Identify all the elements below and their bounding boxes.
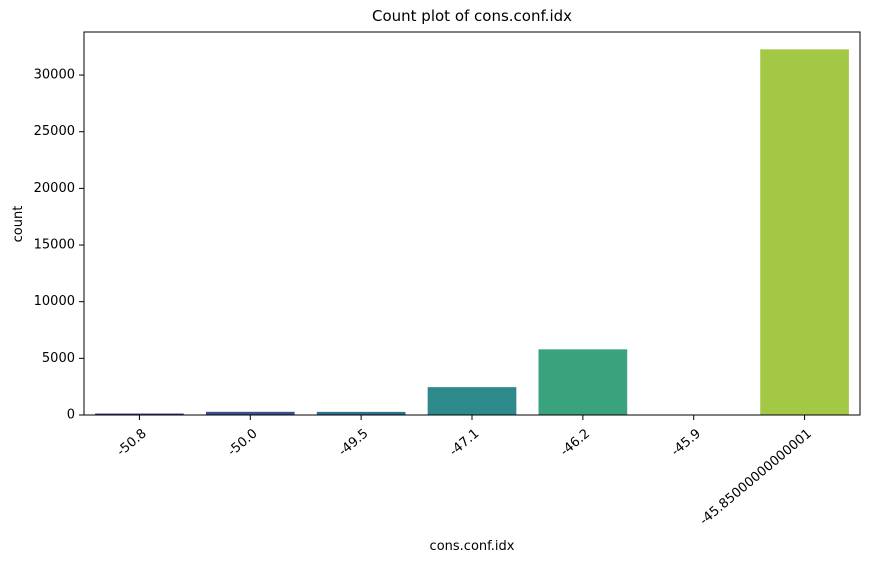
x-tick-label: -46.2 [558,426,593,459]
y-axis: 0 5000 10000 15000 20000 25000 30000 [34,68,84,423]
y-tick-label: 30000 [34,68,75,83]
bar-3 [427,387,517,415]
chart-title: Count plot of cons.conf.idx [372,7,572,25]
bar-4 [538,349,628,415]
x-tick-label: -49.5 [336,426,371,459]
x-tick-label: -45.85000000000001 [697,426,815,528]
y-tick-label: 10000 [34,294,75,309]
bar-6 [760,49,849,416]
x-tick-label: -50.0 [225,426,260,459]
bar-2 [316,411,406,415]
y-tick-label: 25000 [34,124,75,139]
x-tick-label: -50.8 [114,426,149,459]
plot-frame [83,31,861,416]
bar-0 [95,413,184,415]
y-tick-label: 15000 [34,238,75,253]
x-axis-title: cons.conf.idx [430,539,515,554]
y-axis-title: count [11,206,26,243]
bar-1 [205,411,295,415]
x-tick-label: -45.9 [669,426,704,459]
y-tick-label: 0 [67,408,75,423]
bars-group [95,49,849,416]
x-tick-label: -47.1 [447,426,482,459]
y-tick-label: 20000 [34,181,75,196]
x-axis: -50.8 -50.0 -49.5 -47.1 -46.2 -45.9-45.850000… [114,415,815,529]
y-tick-label: 5000 [42,351,75,366]
